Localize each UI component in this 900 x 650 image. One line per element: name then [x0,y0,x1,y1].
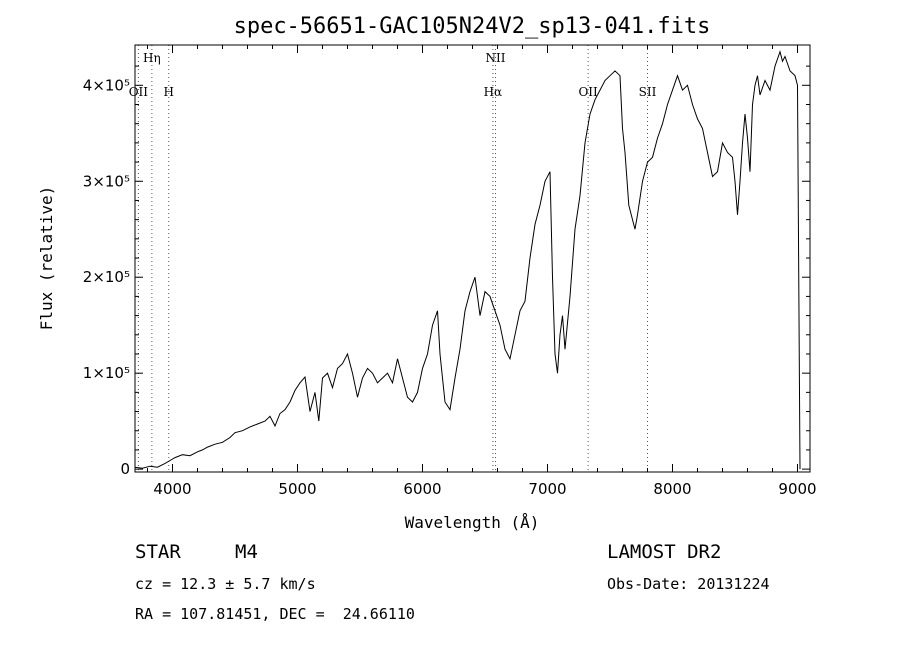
x-tick-label: 6000 [403,480,441,498]
x-tick-label: 5000 [278,480,316,498]
spectrum-line-0 [134,49,801,470]
object-subclass: M4 [235,541,258,563]
y-axis-label: Flux (relative) [37,186,56,331]
emission-line-label: NII [486,51,506,65]
x-axis: 4000 5000 6000 7000 8000 9000 [147,45,817,498]
emission-line-label: SII [639,85,657,99]
y-tick-label: 3×10⁵ [83,172,130,190]
emission-line-label: H [164,85,174,99]
y-axis: 0 1×10⁵ 2×10⁵ 3×10⁵ 4×10⁵ [83,65,810,478]
emission-line-label: OII [129,85,149,99]
obs-date: Obs-Date: 20131224 [607,575,770,593]
redshift-cz: cz = 12.3 ± 5.7 km/s [135,575,316,593]
chart-title: spec-56651-GAC105N24V2_sp13-041.fits [234,14,711,39]
y-tick-label: 2×10⁵ [83,268,130,286]
series-layer [134,49,801,470]
y-tick-label: 4×10⁵ [83,76,130,94]
survey-name: LAMOST DR2 [607,541,722,563]
plot-frame [134,44,811,473]
x-tick-label: 7000 [528,480,566,498]
object-class: STAR [135,541,181,563]
emission-line-label: Hα [484,85,503,99]
x-tick-label: 4000 [153,480,191,498]
x-axis-label: Wavelength (Å) [405,513,540,532]
x-tick-label: 9000 [778,480,816,498]
emission-line-label: Hη [143,51,161,65]
x-tick-label: 8000 [653,480,691,498]
y-tick-label: 0 [120,460,130,478]
emission-line-label: OII [578,85,598,99]
emission-lines: Hη OII H NII Hα OII SII [129,45,657,472]
y-tick-label: 1×10⁵ [83,364,130,382]
coordinates: RA = 107.81451, DEC = 24.66110 [135,605,415,623]
